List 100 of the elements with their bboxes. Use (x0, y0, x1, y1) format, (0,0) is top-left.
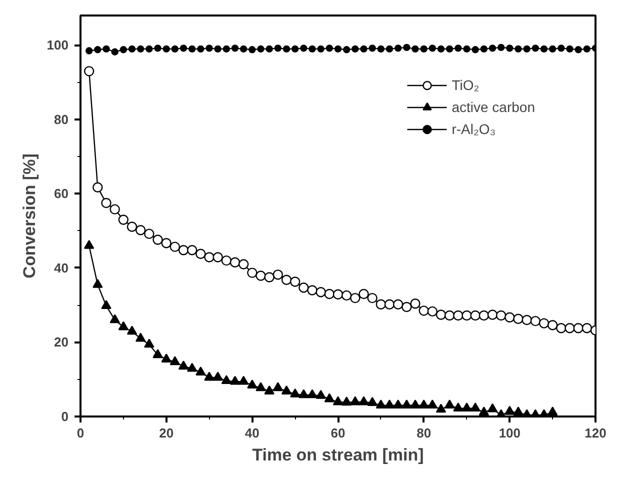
point (186, 245, 198, 256)
point (463, 45, 470, 53)
point (101, 300, 112, 310)
legend-label: r-Al₂O₃ (452, 121, 496, 137)
point (522, 314, 532, 326)
point (146, 45, 153, 53)
point (298, 389, 309, 398)
legend-label: active carbon (452, 99, 535, 115)
point (453, 402, 464, 412)
point (367, 396, 378, 406)
point (274, 44, 282, 52)
point (532, 44, 540, 52)
point (504, 406, 515, 415)
point (256, 382, 266, 392)
point (186, 362, 198, 372)
point (272, 382, 284, 392)
point (350, 396, 360, 406)
point (358, 396, 369, 406)
point (582, 323, 592, 334)
point (212, 372, 223, 381)
point (264, 272, 274, 282)
point (307, 389, 318, 398)
y-tick-label: 80 (54, 112, 69, 127)
point (462, 310, 472, 321)
point (196, 366, 206, 376)
point (523, 45, 530, 53)
point (497, 44, 505, 52)
y-tick-label: 0 (61, 409, 69, 424)
point (230, 376, 240, 385)
point (307, 285, 318, 296)
point (377, 45, 385, 53)
point (110, 204, 120, 214)
point (384, 299, 395, 310)
point (514, 45, 522, 53)
x-tick-label: 80 (416, 426, 432, 440)
point (352, 45, 359, 53)
point (188, 45, 196, 53)
x-tick-label: 0 (76, 426, 84, 440)
point (444, 310, 455, 321)
point (240, 45, 248, 53)
point (334, 45, 342, 53)
point (487, 310, 498, 320)
point (111, 48, 118, 56)
point (212, 252, 223, 262)
point (197, 45, 204, 53)
point (178, 360, 189, 370)
point (558, 44, 565, 52)
point (214, 45, 222, 53)
point (394, 44, 402, 52)
point (472, 46, 479, 54)
point (206, 44, 213, 52)
point (547, 406, 558, 416)
point (84, 240, 94, 249)
point (504, 312, 515, 322)
point (136, 45, 144, 53)
point (264, 385, 274, 394)
point (367, 292, 378, 304)
point (548, 45, 556, 53)
point (342, 46, 350, 54)
point (92, 182, 103, 192)
point (101, 198, 112, 208)
point (248, 46, 256, 54)
point (478, 406, 490, 416)
point (360, 45, 368, 53)
point (573, 323, 584, 334)
point (281, 274, 292, 285)
y-tick-label: 20 (54, 334, 69, 350)
point (290, 388, 300, 398)
point (221, 255, 232, 266)
point (247, 380, 258, 389)
point (496, 310, 506, 321)
x-axis-title: Time on stream [min] (252, 446, 424, 464)
point (470, 402, 480, 412)
point (84, 66, 94, 76)
point (513, 314, 524, 324)
point (171, 45, 179, 53)
point (238, 259, 249, 270)
point (376, 400, 386, 409)
point (566, 45, 574, 53)
y-tick-label: 40 (54, 260, 69, 276)
point (144, 338, 154, 348)
point (135, 225, 146, 236)
point (316, 390, 326, 399)
point (291, 45, 299, 53)
point (231, 44, 239, 52)
point (180, 44, 188, 52)
point (376, 299, 386, 310)
point (196, 248, 206, 259)
point (530, 316, 541, 326)
x-tick-label: 60 (330, 426, 346, 440)
point (556, 323, 566, 334)
point (410, 298, 420, 309)
point (564, 323, 575, 334)
point (222, 45, 230, 53)
point (412, 45, 419, 53)
point (403, 44, 410, 52)
point (204, 252, 214, 262)
x-tick-label: 100 (498, 426, 521, 440)
point (487, 403, 498, 412)
point (298, 282, 309, 293)
